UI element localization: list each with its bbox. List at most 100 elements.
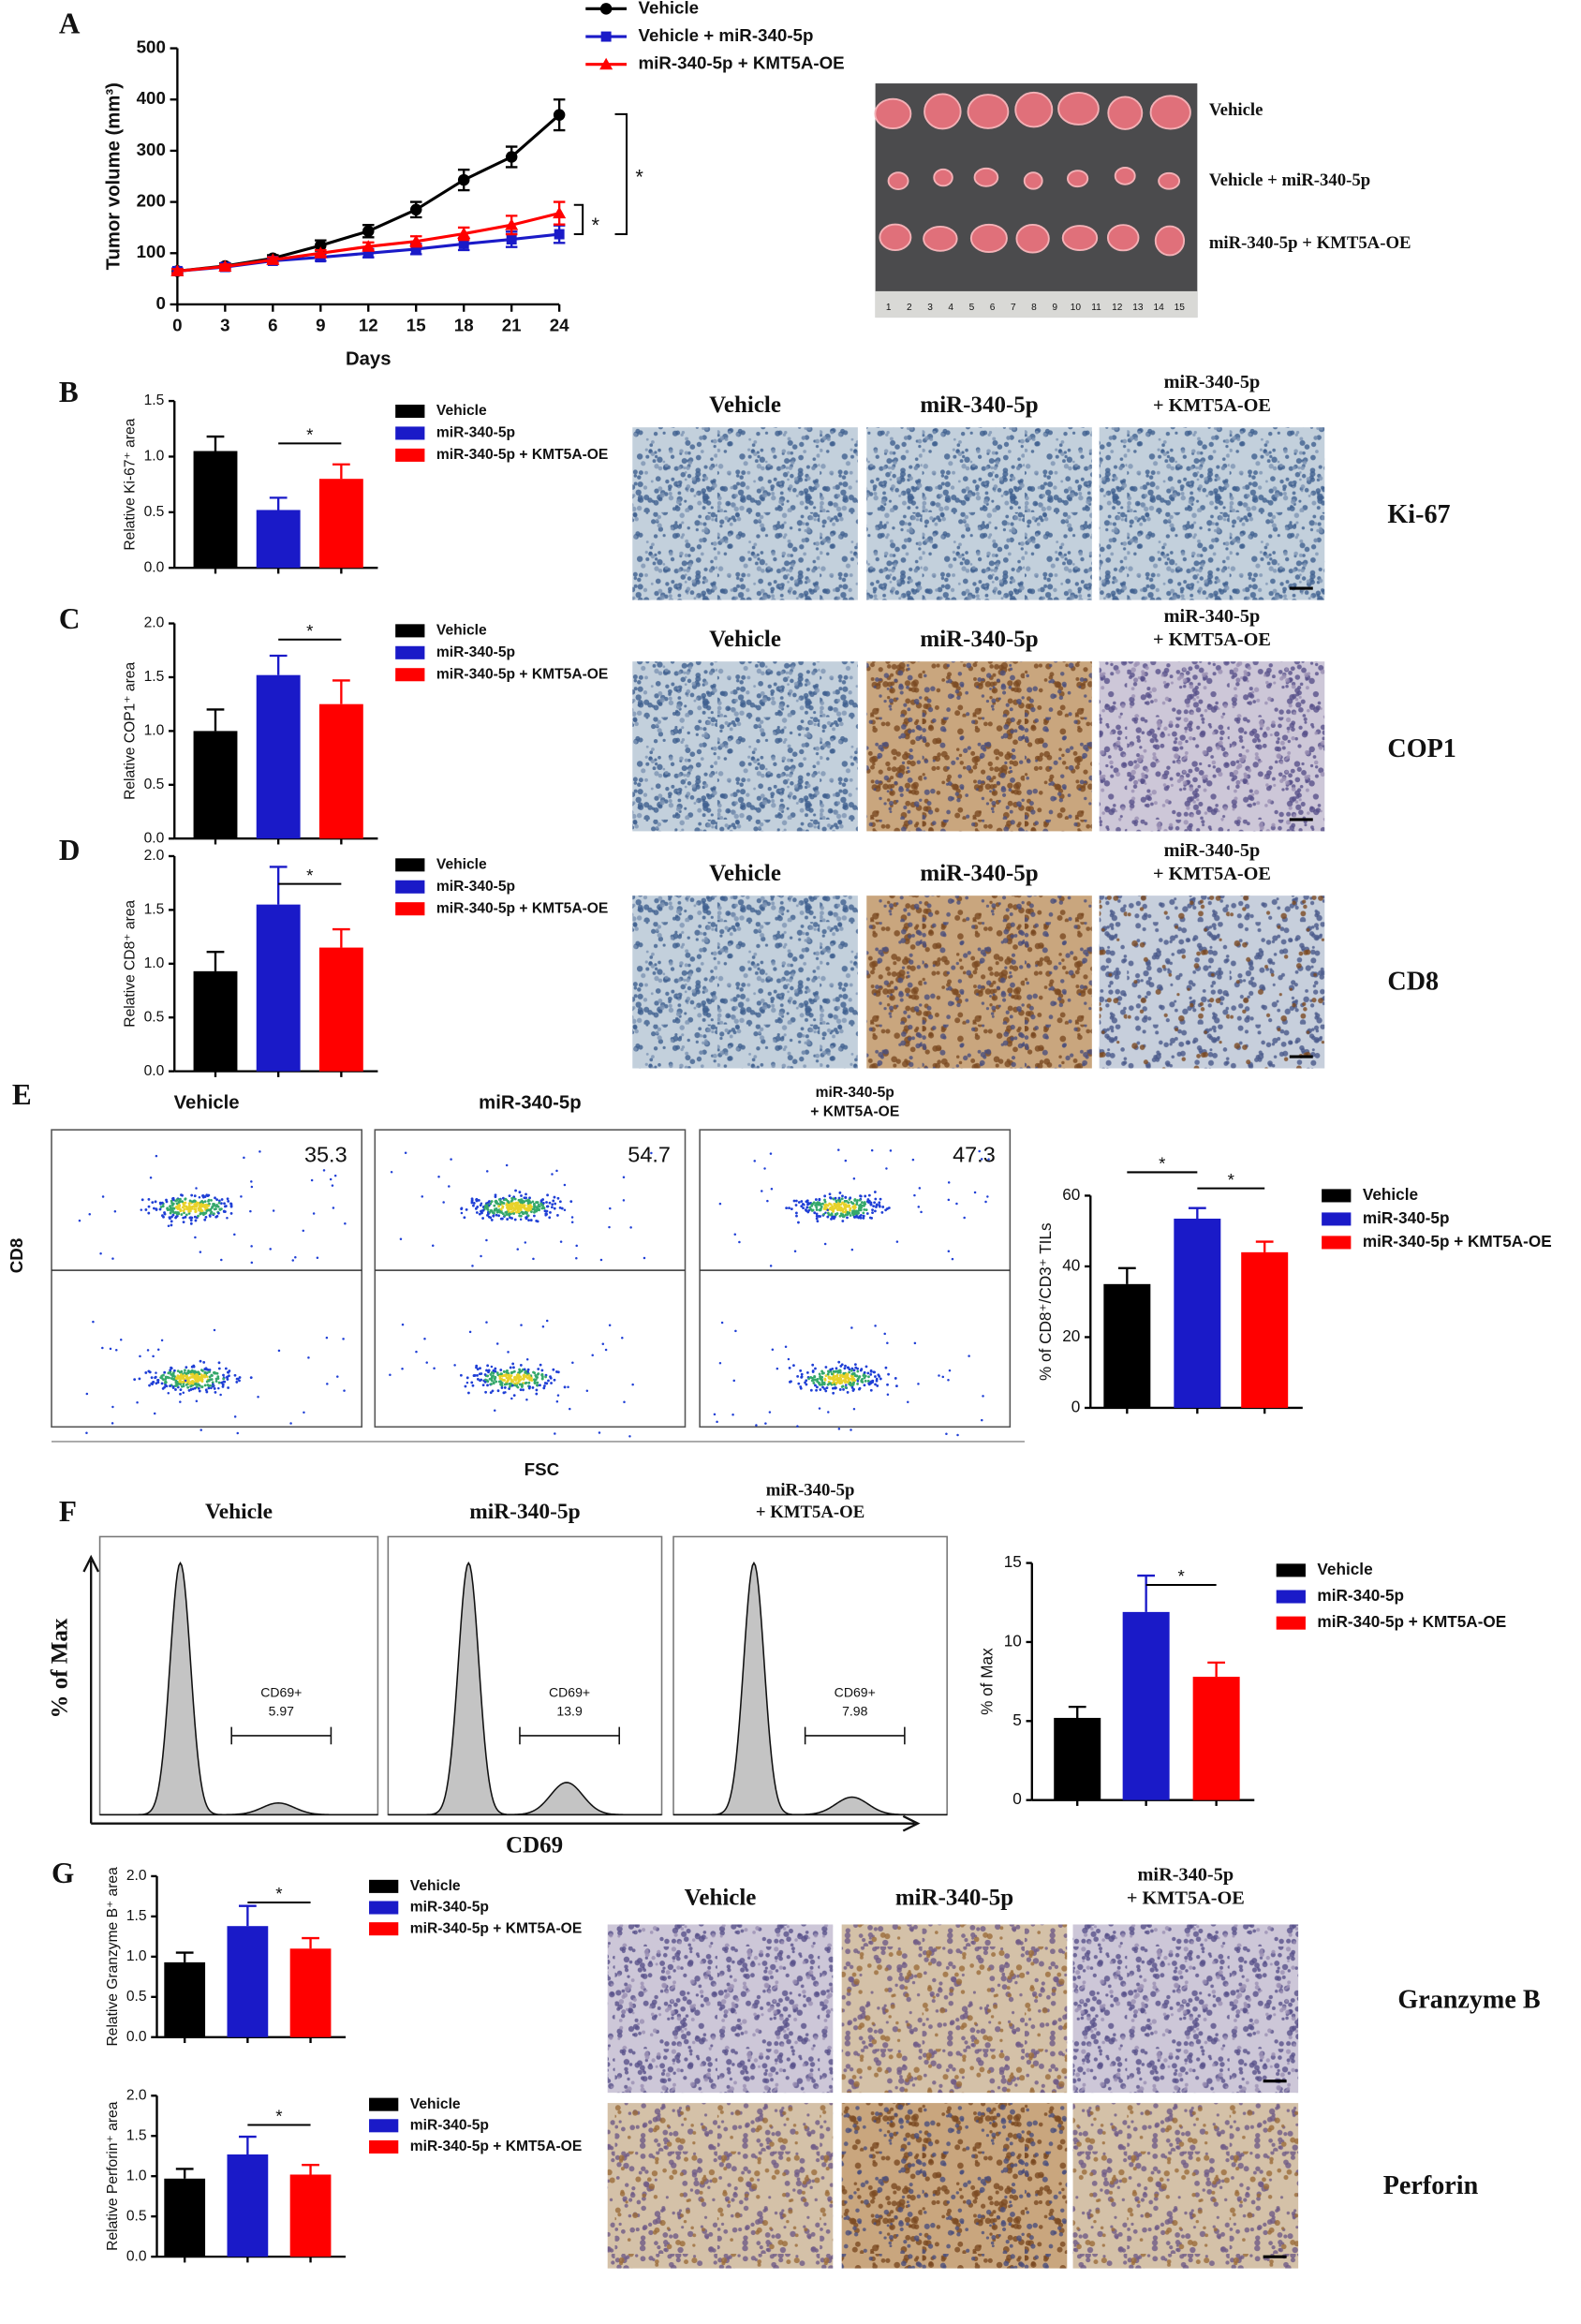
bar: [164, 1961, 206, 2037]
flow-event: [471, 1265, 474, 1267]
flow-event: [851, 1375, 854, 1379]
plot-title: miR-340-5p: [469, 1500, 580, 1524]
flow-event: [796, 1374, 800, 1378]
flow-event: [170, 1366, 172, 1369]
tumor: [969, 223, 1008, 253]
flow-event: [829, 1368, 833, 1371]
marker: [218, 259, 232, 272]
flow-event: [109, 1347, 112, 1351]
flow-event: [845, 1384, 848, 1386]
row-label: Granzyme B: [1397, 1986, 1540, 2015]
flow-event: [179, 1383, 182, 1386]
tumor: [874, 97, 912, 129]
flow-event: [815, 1212, 819, 1216]
flow-event: [493, 1204, 496, 1207]
flow-event: [850, 1367, 854, 1370]
flow-event: [177, 1206, 181, 1210]
flow-event: [835, 1382, 838, 1385]
flow-event: [850, 1428, 852, 1431]
flow-event: [421, 1195, 424, 1198]
flow-event: [849, 1381, 852, 1384]
flow-event: [519, 1208, 523, 1211]
flow-event: [520, 1324, 523, 1326]
marker: [554, 229, 565, 240]
flow-event: [513, 1197, 517, 1201]
flow-event: [863, 1207, 866, 1211]
flow-event: [913, 1193, 916, 1197]
flow-event: [101, 1346, 104, 1350]
flow-event: [158, 1201, 162, 1205]
flow-event: [495, 1213, 498, 1217]
flow-event: [515, 1382, 518, 1385]
plot-title: miR-340-5p: [479, 1092, 581, 1113]
flow-event: [544, 1214, 547, 1217]
flow-event: [486, 1364, 490, 1368]
flow-event: [526, 1207, 529, 1211]
marker: [314, 246, 328, 259]
flow-event: [153, 1206, 155, 1210]
legend-swatch: [1276, 1563, 1306, 1577]
flow-event: [493, 1378, 496, 1382]
flow-event: [507, 1201, 510, 1204]
y-tick-label: 0.0: [126, 2248, 147, 2264]
flow-event: [217, 1361, 221, 1365]
flow-event: [790, 1207, 793, 1211]
flow-event: [874, 1375, 877, 1378]
flow-event: [194, 1210, 198, 1214]
flow-event: [837, 1148, 840, 1151]
flow-event: [852, 1215, 856, 1219]
y-tick-label: 15: [1004, 1552, 1022, 1571]
legend-swatch: [369, 1901, 399, 1915]
flow-event: [511, 1362, 515, 1366]
flow-event: [196, 1380, 199, 1384]
ruler: [875, 290, 1198, 318]
flow-event: [166, 1206, 170, 1210]
flow-event: [864, 1365, 868, 1369]
y-axis-title: Tumor volume (mm³): [104, 82, 125, 270]
flow-event: [333, 1174, 337, 1177]
flow-event: [831, 1381, 835, 1384]
flow-event: [894, 1377, 897, 1380]
legend-swatch: [1322, 1189, 1352, 1203]
flow-event: [170, 1208, 172, 1212]
flow-event: [179, 1400, 182, 1403]
flow-event: [159, 1206, 163, 1208]
flow-event: [203, 1204, 207, 1207]
flow-event: [542, 1386, 546, 1390]
y-tick-label: 60: [1062, 1185, 1080, 1204]
flow-event: [917, 1206, 921, 1208]
flow-event: [512, 1394, 516, 1398]
y-tick-label: 0.5: [126, 1989, 147, 2005]
flow-event: [864, 1194, 867, 1198]
column-header: Vehicle: [709, 861, 781, 886]
flow-event: [526, 1214, 530, 1218]
flow-event: [492, 1214, 495, 1218]
flow-event: [858, 1375, 862, 1378]
flow-event: [113, 1209, 117, 1213]
flow-event: [863, 1384, 866, 1387]
flow-event: [488, 1200, 491, 1203]
flow-event: [807, 1377, 811, 1381]
flow-event: [214, 1390, 217, 1394]
flow-event: [187, 1382, 191, 1385]
ihc-image: [1099, 896, 1325, 1069]
flow-event: [479, 1204, 482, 1207]
flow-event: [842, 1379, 846, 1383]
flow-event: [878, 1204, 881, 1206]
flow-event: [163, 1385, 166, 1389]
flow-event: [485, 1205, 489, 1208]
flow-event: [182, 1202, 185, 1206]
flow-event: [250, 1245, 253, 1248]
flow-event: [233, 1373, 237, 1377]
flow-event: [464, 1384, 467, 1388]
flow-plot: [387, 1535, 663, 1816]
legend-swatch: [395, 645, 425, 659]
bar: [1054, 1717, 1101, 1800]
flow-event: [508, 1214, 511, 1217]
flow-event: [494, 1200, 497, 1204]
flow-event: [855, 1203, 859, 1206]
y-tick-label: 1.0: [144, 723, 165, 739]
flow-event: [433, 1367, 436, 1369]
flow-event: [198, 1389, 201, 1393]
flow-event: [229, 1212, 233, 1215]
